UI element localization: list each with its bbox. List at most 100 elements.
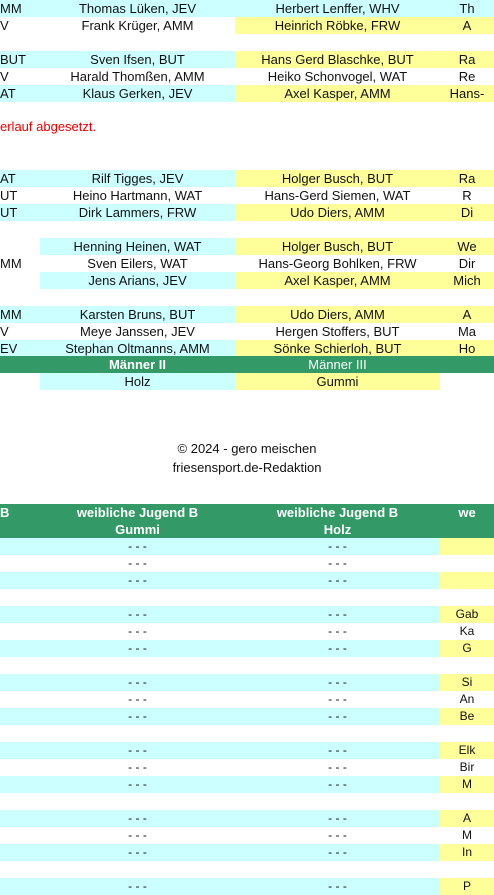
table-cell-c2: - - - [235,810,440,827]
table-cell-c1: Stephan Oltmanns, AMM [40,340,235,357]
table-cell-c3: Gab [440,606,494,623]
table-cell-c0 [0,844,40,861]
table-cell-c3: Elk [440,742,494,759]
table-cell-c2: Heiko Schonvogel, WAT [267,69,408,84]
table-cell-c2: - - - [328,624,347,638]
table-cell-c2 [235,589,440,606]
table-cell-c2: - - - [235,674,440,691]
table-cell-c3: Ma [457,324,477,339]
table-cell-c0: UT [0,204,40,221]
table-cell-c3: Di [440,204,494,221]
table-row [0,589,494,606]
table-cell-c3 [440,538,494,555]
table-cell-c1: - - - [128,760,147,774]
table-cell-c1: - - - [40,776,235,793]
table-cell-c2: Axel Kasper, AMM [235,272,440,289]
table-row: V Harald Thomßen, AMM Heiko Schonvogel, WA… [0,68,494,85]
table-cell-c1: Meye Janssen, JEV [80,324,195,339]
table-cell-c1: - - - [40,810,235,827]
table-row: - - -- - -M [0,827,494,844]
table-cell-c3: Dir [458,256,476,271]
header-cell-left: B [0,505,10,520]
table-cell-c3: Re [458,69,476,84]
table-cell-c3 [440,572,494,589]
header-cell [0,356,40,373]
table-cell-c2: - - - [235,708,440,725]
table-row: - - - - - - An [0,691,494,708]
table-cell-c0 [0,640,40,657]
table-cell-c0: AT [0,170,40,187]
table-cell-c0 [0,759,40,776]
table-cell-c0: UT [0,188,18,203]
material-gummi: Gummi [235,373,440,390]
table-cell-c2: - - - [235,742,440,759]
table-cell-c2: Sönke Schierloh, BUT [235,340,440,357]
table-cell-c0: V [0,18,9,33]
table-row: - - -- - -A [0,810,494,827]
table-cell-c1: - - - [40,742,235,759]
table-cell-c1: - - - [40,606,235,623]
table-cell-c3: Ho [440,340,494,357]
table-cell-c3: A [440,306,494,323]
table-cell-c1: Sven Eilers, WAT [87,256,188,271]
table-cell-c1: Frank Krüger, AMM [81,18,194,33]
table-cell-c0 [0,810,40,827]
table-cell-c3: P [440,878,494,895]
table-row: UT Heino Hartmann, WAT Hans-Gerd Siemen, W… [0,187,494,204]
table-row: EV Stephan Oltmanns, AMM Sönke Schierloh, … [0,340,494,357]
table-row: - - -- - -M [0,776,494,793]
table-row: - - -- - - Gab [0,606,494,623]
table-cell-c1: - - - [40,674,235,691]
table-row: V Meye Janssen, JEV Hergen Stoffers, BUT Ma [0,323,494,340]
table-cell-c2: - - - [328,692,347,706]
table-cell-c0 [0,742,40,759]
table-cell-c0 [0,674,40,691]
table-cell-c1: Sven Ifsen, BUT [40,51,235,68]
table-row: UT Dirk Lammers, FRW Udo Diers, AMM Di [0,204,494,221]
table-row: AT Rilf Tigges, JEV Holger Busch, BUT Ra [0,170,494,187]
table-cell-c0: V [0,69,9,84]
editor-text: friesensport.de-Redaktion [172,460,322,475]
table-cell-c1 [40,793,235,810]
table-cell-c3 [440,657,494,674]
table-cell-c0 [0,555,40,572]
table-cell-c1: - - - [40,878,235,895]
table-cell-c2: Udo Diers, AMM [235,306,440,323]
table-row: - - -- - - Be [0,708,494,725]
table-cell-c3: A [440,810,494,827]
table-cell-c0 [0,776,40,793]
table-cell-c1: Thomas Lüken, JEV [40,0,235,17]
table-row [0,657,494,674]
table-row: MM Thomas Lüken, JEV Herbert Lenffer, WHV T… [0,0,494,17]
table-cell-c1: - - - [40,538,235,555]
table-cell-c1: Heino Hartmann, WAT [72,188,203,203]
table-cell-c3: We [440,238,494,255]
header-wjb-holz-title: weibliche Jugend B [276,505,399,520]
table-row: - - -- - - [0,572,494,589]
table-cell-c0 [0,572,40,589]
table-cell-c1: Klaus Gerken, JEV [40,85,235,102]
table-cell-c3 [440,725,494,742]
table-cell-c2: - - - [235,572,440,589]
table-cell-c2: Hans-Gerd Siemen, WAT [264,188,411,203]
header-cell-right: we [458,505,476,520]
table-cell-c3: Th [440,0,494,17]
table-cell-c1: - - - [128,828,147,842]
table-cell-c1: Jens Arians, JEV [40,272,235,289]
table-cell-c3: Hans- [440,85,494,102]
table-cell-c0 [0,589,40,606]
table-cell-c3 [440,793,494,810]
material-row: Holz Gummi [0,373,494,390]
table-cell-c2: - - - [328,760,347,774]
table-cell-c2 [235,657,440,674]
table-cell-c1: Dirk Lammers, FRW [40,204,235,221]
table-header-row: Männer II Männer III [0,356,494,373]
header-wjb-gummi-title: weibliche Jugend B [76,505,199,520]
table-cell-c0: MM [0,0,40,17]
table-cell-c2: Hans Gerd Blaschke, BUT [235,51,440,68]
table-cell-c2: Axel Kasper, AMM [235,85,440,102]
table-cell-c3: Ra [440,170,494,187]
table-cell-c2: - - - [235,776,440,793]
table-row [0,861,494,878]
table-cell-c3: M [440,776,494,793]
